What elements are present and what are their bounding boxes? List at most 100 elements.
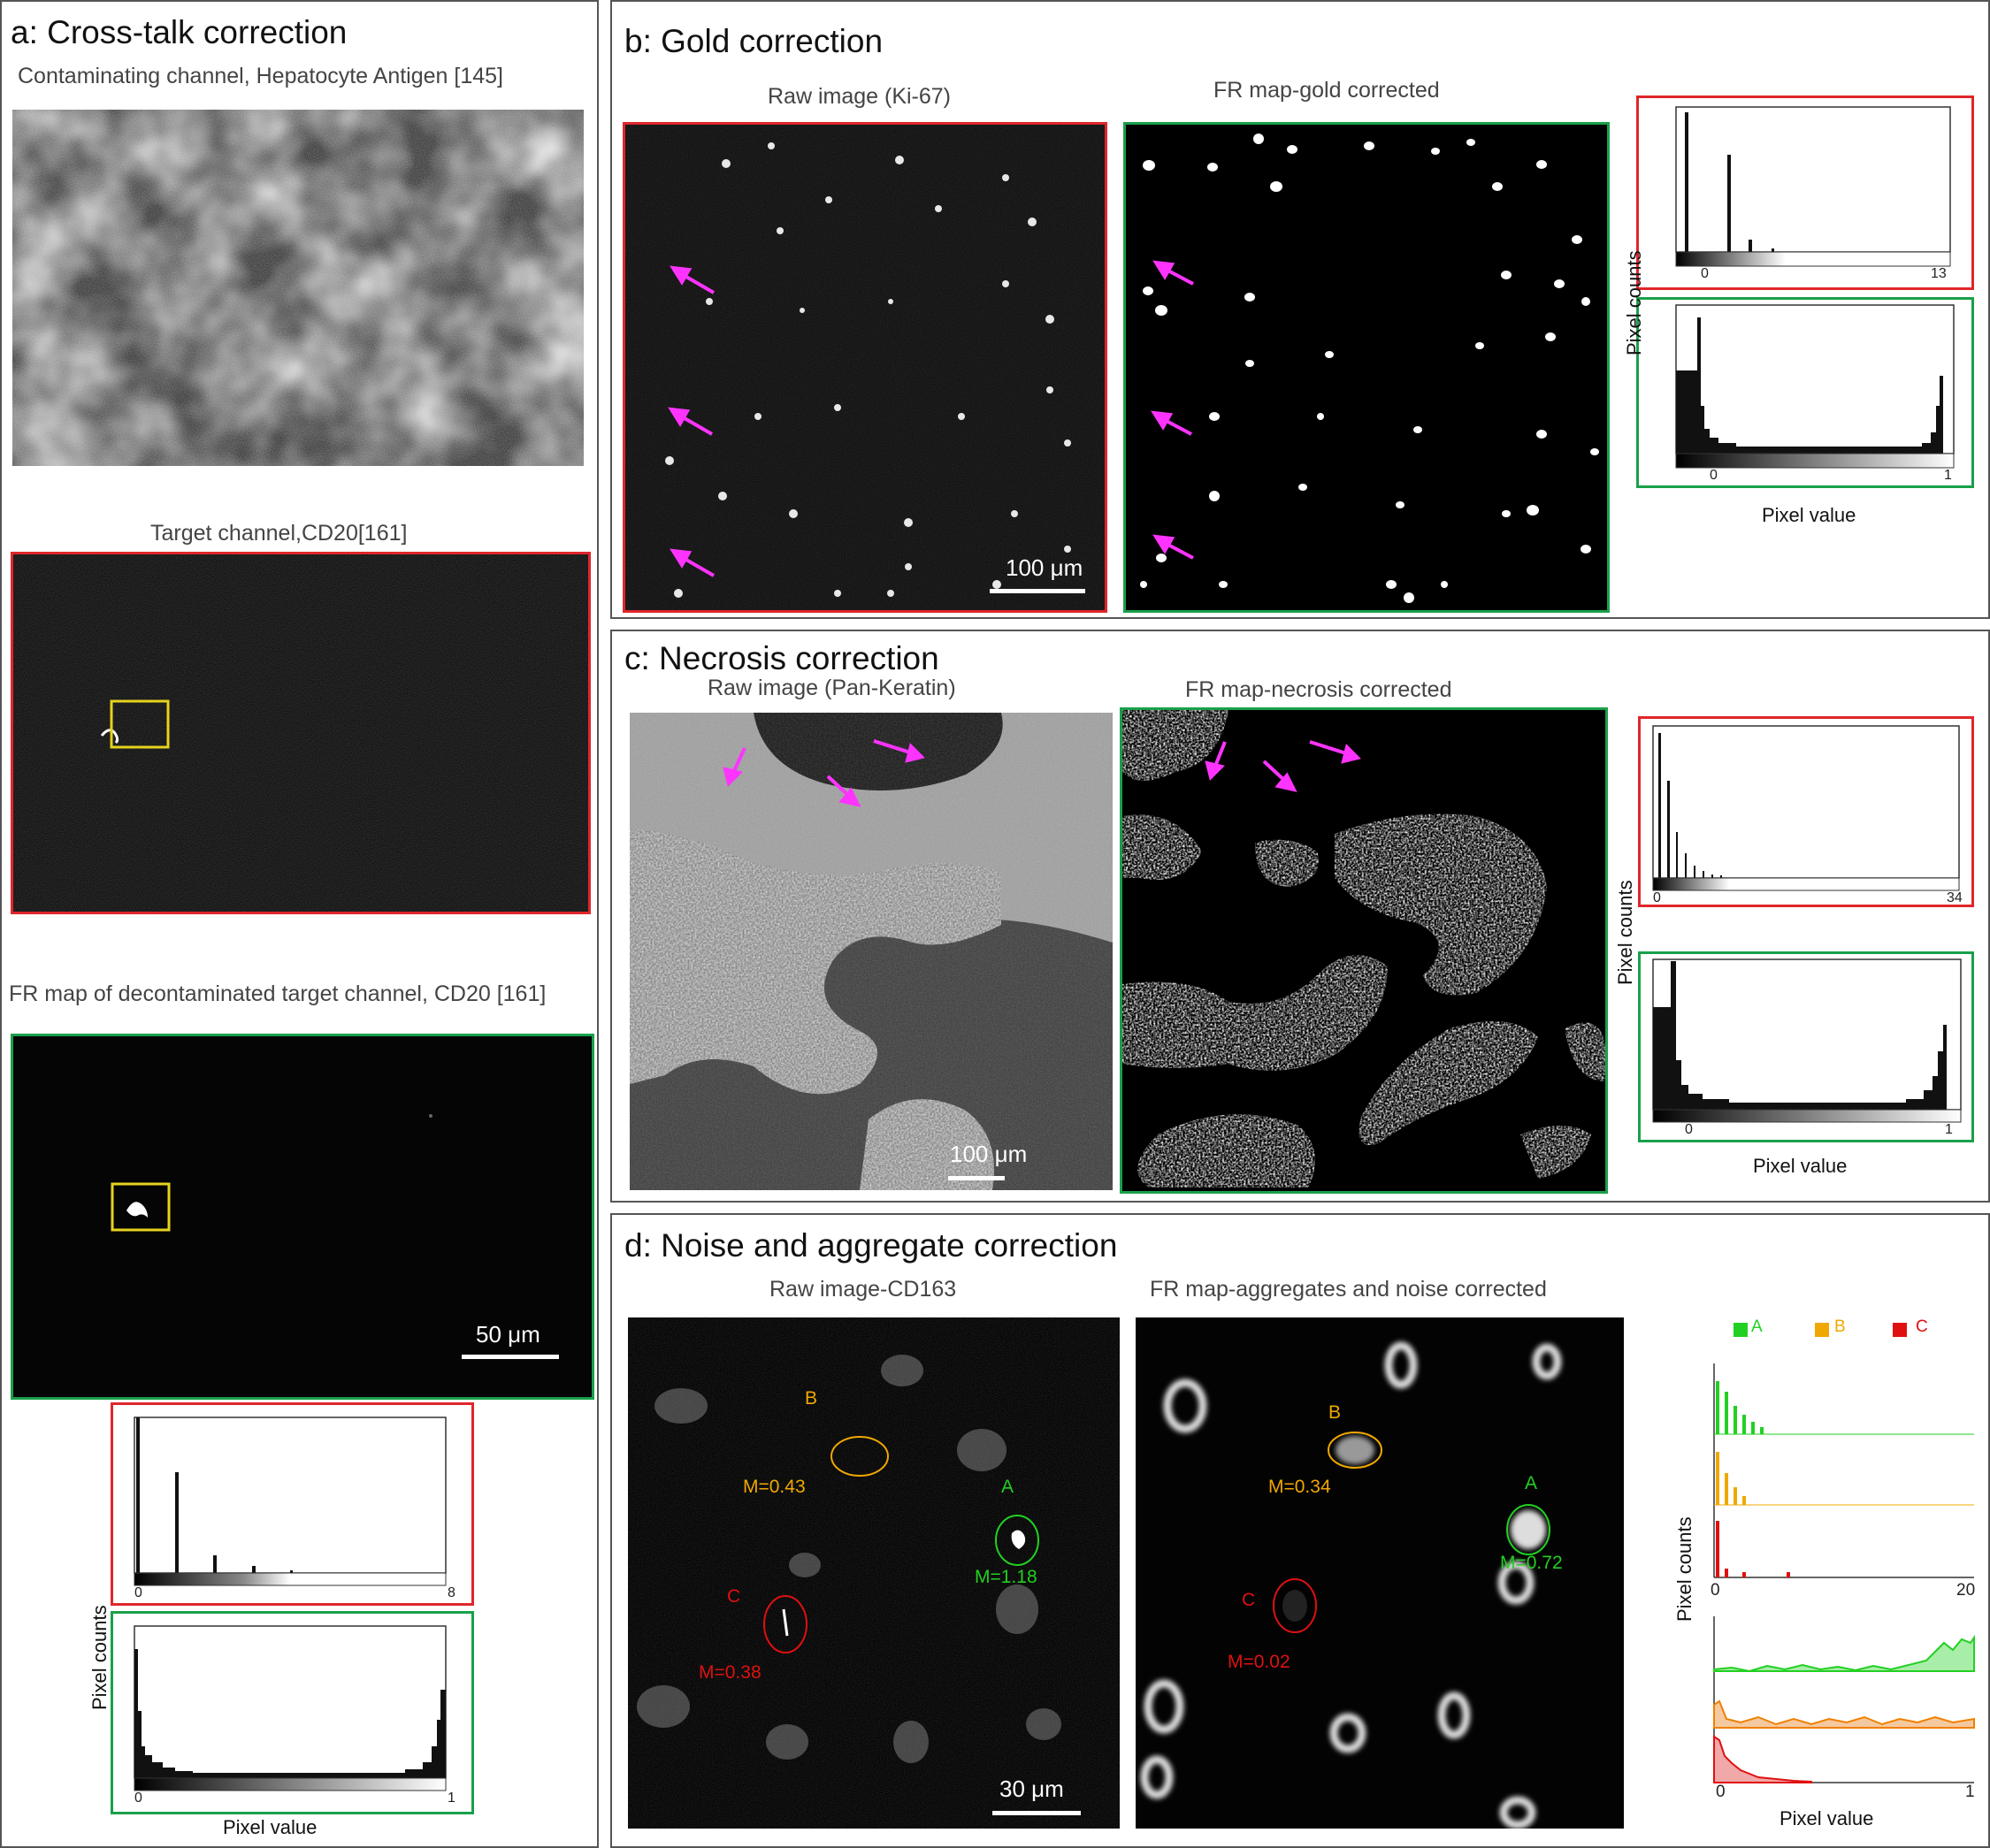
- ylabel-c: Pixel counts: [1614, 880, 1636, 985]
- panel-d-title: d: Noise and aggregate correction: [624, 1227, 1118, 1264]
- roi-box: [110, 699, 170, 749]
- fr-d-label-a: A: [1525, 1473, 1538, 1493]
- raw-d-m-b: M=0.43: [743, 1477, 806, 1497]
- legend-d: A B C: [1734, 1317, 1963, 1344]
- scalebar-c: [948, 1176, 1005, 1180]
- target-texture: [13, 554, 588, 912]
- raw-image-c: 100 μm: [630, 713, 1113, 1190]
- hist-raw-d-plot: [1713, 1363, 1974, 1578]
- contaminating-channel-image: [12, 110, 584, 466]
- raw-d-drawing: [628, 1317, 1120, 1829]
- scalebar-a-label: 50 μm: [476, 1321, 540, 1348]
- fr-d-label-c: C: [1242, 1590, 1256, 1610]
- panel-d: d: Noise and aggregate correction Raw im…: [610, 1213, 1990, 1848]
- hist-raw-c-plot: [1652, 725, 1960, 891]
- hist-raw-c-tick-min: 0: [1653, 890, 1661, 905]
- raw-d-m-a: M=1.18: [975, 1567, 1037, 1587]
- hist-raw-a-tick-min: 0: [134, 1585, 142, 1600]
- hist-fr-c-tick-max: 1: [1945, 1122, 1953, 1137]
- legend-label-c: C: [1916, 1317, 1928, 1336]
- ylabel-b: Pixel counts: [1623, 250, 1645, 355]
- hist-fr-a-plot: [134, 1625, 447, 1791]
- contaminating-texture: [12, 110, 584, 466]
- xlabel-d: Pixel value: [1780, 1807, 1874, 1829]
- hist-fr-c-tick-min: 0: [1685, 1122, 1693, 1137]
- roi-box-fr: [111, 1182, 171, 1232]
- scalebar-d: [992, 1811, 1081, 1815]
- fr-d-label-b: B: [1328, 1402, 1342, 1423]
- panel-b: b: Gold correction Raw image (Ki-67) FR …: [610, 0, 1990, 619]
- hist-raw-d: 0 20: [1696, 1363, 1979, 1602]
- ylabel-a: Pixel counts: [88, 1605, 111, 1710]
- fr-b-drawing: [1126, 125, 1607, 610]
- ylabel-d: Pixel counts: [1673, 1516, 1695, 1622]
- hist-raw-c-tick-max: 34: [1947, 890, 1963, 905]
- fr-map-image-b: [1123, 122, 1610, 613]
- hist-raw-a: 0 8: [111, 1402, 474, 1606]
- raw-caption-c: Raw image (Pan-Keratin): [708, 676, 956, 700]
- hist-raw-b: 0 13: [1636, 95, 1974, 290]
- fr-d-drawing: [1136, 1317, 1624, 1829]
- raw-caption-b: Raw image (Ki-67): [768, 84, 952, 109]
- raw-d-m-c: M=0.38: [699, 1662, 762, 1683]
- fr-map-image-c: [1120, 707, 1608, 1194]
- hist-raw-b-tick-min: 0: [1701, 266, 1709, 281]
- hist-raw-c: 0 34: [1638, 716, 1974, 907]
- legend-swatch-c: [1893, 1323, 1907, 1337]
- raw-b-drawing: [625, 125, 1105, 610]
- hist-fr-d-plot: [1713, 1616, 1975, 1783]
- hist-fr-b-plot: [1675, 304, 1955, 469]
- fr-caption-c: FR map-necrosis corrected: [1185, 677, 1452, 702]
- raw-image-d: B M=0.43 A M=1.18 C M=0.38 30 μm: [628, 1317, 1120, 1829]
- hist-fr-b-tick-min: 0: [1710, 468, 1718, 483]
- hist-raw-d-tick-min: 0: [1711, 1581, 1720, 1600]
- panel-b-title: b: Gold correction: [624, 23, 884, 59]
- contaminating-caption: Contaminating channel, Hepatocyte Antige…: [18, 64, 503, 88]
- legend-label-a: A: [1751, 1317, 1763, 1336]
- legend-swatch-a: [1734, 1323, 1748, 1337]
- fr-d-m-b: M=0.34: [1268, 1477, 1331, 1497]
- hist-fr-c: 0 1: [1638, 951, 1974, 1142]
- raw-d-label-c: C: [727, 1586, 741, 1607]
- fr-caption-d: FR map-aggregates and noise corrected: [1150, 1277, 1547, 1302]
- target-caption: Target channel,CD20[161]: [150, 521, 408, 546]
- hist-raw-d-tick-max: 20: [1956, 1581, 1976, 1600]
- hist-raw-b-tick-max: 13: [1931, 266, 1947, 281]
- fr-map-image-a: 50 μm: [11, 1034, 594, 1400]
- xlabel-c: Pixel value: [1753, 1155, 1848, 1177]
- scalebar-c-label: 100 μm: [950, 1141, 1028, 1167]
- panel-a-title: a: Cross-talk correction: [11, 14, 348, 50]
- hist-fr-d-tick-max: 1: [1965, 1783, 1975, 1801]
- raw-d-label-b: B: [805, 1388, 818, 1409]
- hist-fr-a: 0 1: [111, 1611, 474, 1814]
- fr-caption-b: FR map-gold corrected: [1213, 78, 1440, 103]
- hist-fr-b: 0 1: [1636, 297, 1974, 488]
- hist-raw-b-plot: [1675, 106, 1951, 267]
- raw-d-label-a: A: [1001, 1477, 1014, 1497]
- hist-fr-a-tick-min: 0: [134, 1791, 142, 1806]
- hist-fr-a-tick-max: 1: [448, 1791, 455, 1806]
- hist-raw-a-plot: [134, 1417, 447, 1586]
- fr-caption-a: FR map of decontaminated target channel,…: [9, 981, 547, 1006]
- fr-d-m-a: M=0.72: [1500, 1553, 1563, 1573]
- legend-label-b: B: [1834, 1317, 1846, 1336]
- raw-caption-d: Raw image-CD163: [769, 1277, 957, 1302]
- hist-fr-c-plot: [1652, 958, 1962, 1123]
- scalebar-a: [462, 1355, 559, 1359]
- fr-c-drawing: [1122, 710, 1605, 1191]
- legend-swatch-b: [1815, 1323, 1829, 1337]
- xlabel-b: Pixel value: [1762, 504, 1856, 526]
- hist-fr-b-tick-max: 1: [1944, 468, 1952, 483]
- raw-c-drawing: [630, 713, 1113, 1190]
- scalebar-d-label: 30 μm: [999, 1775, 1064, 1802]
- raw-image-b: 100 μm: [623, 122, 1107, 613]
- fr-d-m-c: M=0.02: [1228, 1652, 1290, 1672]
- hist-fr-d: 0 1: [1696, 1616, 1979, 1802]
- panel-a: a: Cross-talk correction Contaminating c…: [0, 0, 599, 1848]
- fr-map-image-d: B M=0.34 A M=0.72 C M=0.02: [1136, 1317, 1624, 1829]
- target-channel-image: [11, 552, 591, 914]
- panel-c-title: c: Necrosis correction: [624, 640, 939, 676]
- scalebar-b-label: 100 μm: [1006, 554, 1083, 581]
- xlabel-a: Pixel value: [223, 1816, 318, 1838]
- hist-fr-d-tick-min: 0: [1716, 1783, 1726, 1801]
